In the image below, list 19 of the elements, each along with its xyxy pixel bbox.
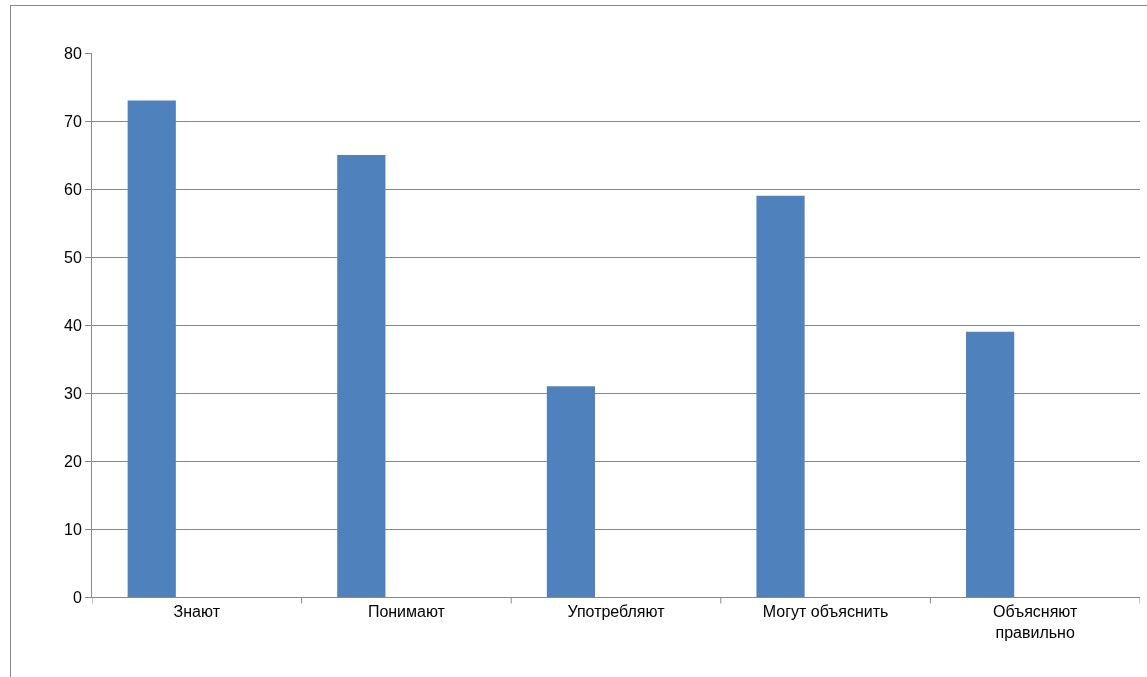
y-tick-label: 70	[64, 112, 82, 130]
bar	[756, 195, 805, 597]
y-tick-label: 30	[64, 384, 82, 402]
y-tick-label: 20	[64, 452, 82, 470]
y-tick-label: 0	[72, 588, 82, 606]
y-tick-label: 50	[64, 248, 82, 266]
x-tick-label: Могут объяснить	[762, 603, 889, 621]
bar	[966, 331, 1015, 597]
y-tick-label: 40	[64, 316, 82, 334]
x-tick-label: Объясняют правильно	[993, 603, 1078, 641]
y-tick-label: 80	[64, 44, 82, 62]
x-tick-label: Понимают	[367, 603, 446, 621]
bar	[337, 155, 386, 597]
x-tick-label: Употребляют	[567, 603, 666, 621]
bar	[127, 100, 176, 597]
x-tick-label: Знают	[173, 603, 221, 621]
bar	[546, 386, 596, 597]
y-tick-label: 10	[64, 520, 82, 538]
y-tick-label: 60	[64, 180, 82, 198]
